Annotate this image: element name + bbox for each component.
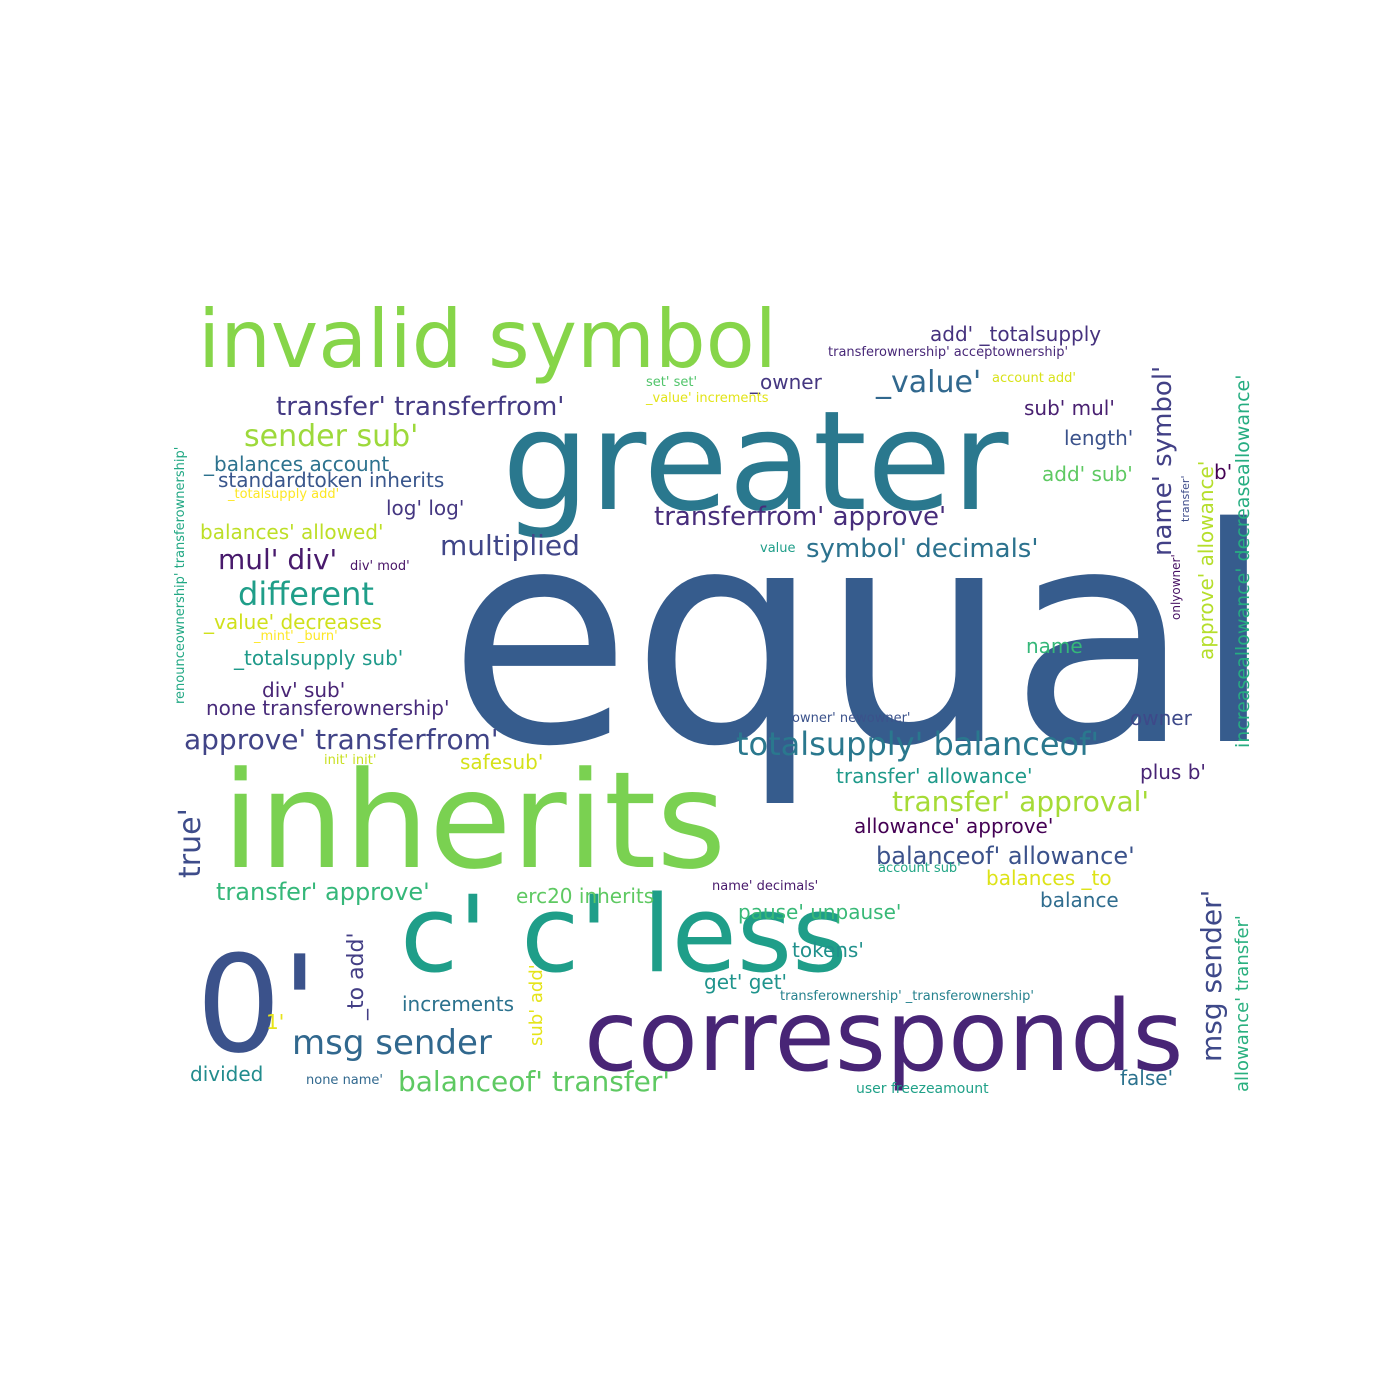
word-owner-underscore: _owner	[750, 370, 822, 394]
word-b: b'	[1214, 460, 1233, 484]
word-balanceof-allowance: balanceof' allowance'	[876, 842, 1135, 870]
word-c-c-less: c' c' less	[400, 873, 848, 996]
word-account-sub: account sub'	[878, 861, 961, 876]
word-transferfrom-approve: transferfrom' approve'	[654, 502, 947, 532]
word-transferownership-acceptownership: transferownership' acceptownership'	[828, 345, 1069, 360]
word-transfer-approval: transfer' approval'	[892, 785, 1150, 818]
word-transfer-approve: transfer' approve'	[216, 878, 430, 906]
word-safesub: safesub'	[460, 750, 544, 774]
word-onlyowner-vertical: onlyowner'	[1169, 554, 1183, 620]
word-symbol-decimals: symbol' decimals'	[806, 534, 1039, 564]
word-totalsupply-sub: _totalsupply sub'	[234, 646, 404, 670]
word-corresponds: corresponds	[584, 980, 1184, 1094]
word-balance: balance	[1040, 888, 1119, 912]
word-plus-b: plus b'	[1140, 760, 1206, 784]
word-allowance-transfer-vertical: allowance' transfer'	[1232, 915, 1253, 1092]
word-totalsupply-add: _totalsupply add'	[228, 487, 340, 502]
word-approve-allowance-vertical: approve' allowance'	[1194, 460, 1218, 660]
word-init-init: init' init'	[324, 753, 377, 768]
word-user-freezeamount: user freezeamount	[856, 1081, 989, 1097]
word-sub-add-vertical: sub' add'	[526, 964, 547, 1046]
word-renounceownership-vertical: renounceownership' transferownership'	[173, 446, 188, 704]
word-increase-decrease-allowance-vertical: increaseallowance' decreaseallowance'	[1232, 374, 1254, 748]
word-multiplied: multiplied	[440, 529, 580, 562]
word-inherits: inherits	[222, 743, 727, 899]
word-value-increments: _value' increments	[646, 391, 769, 406]
word-to-add-vertical: _to add'	[344, 932, 369, 1020]
word-sender-sub: sender sub'	[244, 419, 419, 454]
word-name-decimals: name' decimals'	[712, 879, 819, 894]
word-divided: divided	[190, 1062, 264, 1086]
word-transfer-allowance: transfer' allowance'	[836, 764, 1033, 788]
word-name: name	[1026, 634, 1083, 658]
word-mul-div: mul' div'	[218, 543, 338, 576]
word-greater: greater	[502, 381, 1009, 542]
word-allowance-approve: allowance' approve'	[854, 814, 1054, 838]
word-none-transferownership: none transferownership'	[206, 696, 450, 720]
word-erc20-inherits: erc20 inherits	[516, 884, 655, 908]
word-name-symbol: name' symbol'	[1148, 365, 1178, 556]
word-transferownership-internal: transferownership' _transferownership'	[780, 989, 1034, 1004]
word-invalid-symbol: invalid symbol	[198, 293, 777, 386]
word-sub-mul: sub' mul'	[1024, 396, 1115, 420]
word-increments: increments	[402, 992, 515, 1016]
word-totalsupply-balanceof: totalsupply' balanceof'	[736, 725, 1100, 763]
word-owner-newowner: owner' newowner'	[792, 711, 911, 726]
word-log-log: log' log'	[386, 496, 465, 520]
word-balances-to: balances _to	[986, 866, 1112, 890]
word-add-totalsupply: add' _totalsupply	[930, 322, 1102, 346]
word-get-get: get' get'	[704, 970, 788, 994]
word-transfer-vertical: transfer'	[1179, 475, 1192, 522]
word-div-sub: div' sub'	[262, 678, 346, 702]
word-msg-sender-vertical: msg sender'	[1195, 889, 1228, 1062]
word-mint-burn: _mint' _burn'	[254, 629, 338, 644]
word-balances-account: _balances account	[204, 452, 390, 476]
word-none-name: none name'	[306, 1073, 384, 1088]
word-account-add: account add'	[992, 371, 1076, 386]
word-length: length'	[1064, 426, 1134, 450]
word-equal: equal	[448, 465, 1275, 812]
word-different: different	[238, 575, 374, 613]
word-tokens: tokens'	[792, 938, 864, 962]
word-msg-sender: msg sender	[292, 1023, 492, 1063]
word-value: _value'	[876, 365, 982, 400]
word-approve-transferfrom: approve' transferfrom'	[184, 723, 499, 756]
word-standardtoken-inherits: standardtoken inherits	[218, 468, 445, 492]
word-zero: 0'	[196, 927, 319, 1083]
word-pause-unpause: pause' unpause'	[738, 900, 902, 924]
word-balances-allowed: balances' allowed'	[200, 520, 384, 544]
word-one: 1'	[266, 1010, 285, 1034]
word-transfer-transferfrom: transfer' transferfrom'	[276, 392, 565, 422]
word-balanceof-transfer: balanceof' transfer'	[398, 1065, 671, 1098]
word-set-set: set' set'	[646, 375, 698, 390]
word-owner: owner	[1130, 706, 1192, 730]
word-value-plain: value	[760, 541, 796, 556]
word-div-mod: div' mod'	[350, 559, 410, 574]
word-add-sub: add' sub'	[1042, 462, 1133, 486]
word-false: false'	[1120, 1066, 1174, 1090]
word-true-vertical: true'	[173, 808, 208, 878]
word-value-decreases: _value' decreases	[204, 610, 382, 634]
